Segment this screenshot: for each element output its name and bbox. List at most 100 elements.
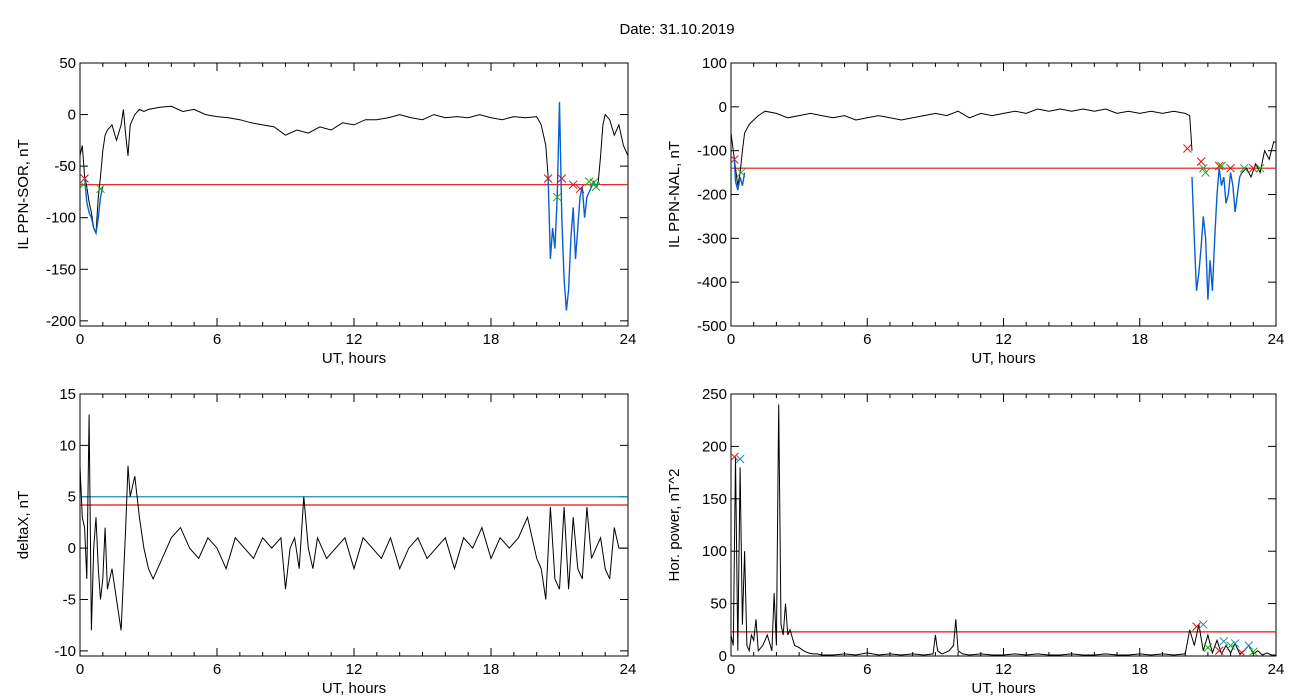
panel-power: 0 6 12 18 24 250 200 150 100 50 0 UT, hours Hor. pow… <box>666 386 1284 697</box>
x-axis-label: UT, hours <box>322 680 386 697</box>
series-line-black <box>80 105 549 234</box>
plot-frame <box>730 62 1277 327</box>
y-tick-label: -500 <box>697 318 727 335</box>
y-tick-label: 100 <box>702 543 727 560</box>
event-marker <box>80 180 88 190</box>
event-marker <box>1230 639 1240 648</box>
event-marker <box>1203 643 1213 652</box>
x-tick-label: 24 <box>620 661 637 678</box>
event-marker <box>1198 620 1208 629</box>
series-line-blue <box>1191 168 1243 300</box>
event-marker <box>552 192 562 202</box>
plot-area <box>731 404 1276 656</box>
series-line-black <box>80 414 628 631</box>
x-tick-label: 0 <box>76 661 84 678</box>
event-marker <box>731 452 739 462</box>
x-tick-label: 6 <box>213 661 221 678</box>
event-marker <box>1217 161 1226 171</box>
x-tick-label: 18 <box>483 661 500 678</box>
plot-frame <box>79 393 629 657</box>
series-line-blue <box>733 159 746 191</box>
event-marker <box>1192 622 1201 632</box>
x-tick-label: 12 <box>346 661 363 678</box>
event-marker <box>731 155 739 164</box>
series-line-black <box>597 113 628 182</box>
y-tick-label: 50 <box>710 596 727 613</box>
x-axis-label: UT, hours <box>971 350 1035 367</box>
y-tick-label: -150 <box>46 261 76 278</box>
y-tick-label: 50 <box>59 55 76 72</box>
series-line-black <box>731 404 1276 656</box>
y-tick-label: -200 <box>46 313 76 330</box>
y-axis-label: Hor. power, nT^2 <box>666 469 683 582</box>
plot-frame <box>730 393 1277 657</box>
event-marker <box>575 184 585 194</box>
y-tick-label: -50 <box>54 158 76 175</box>
y-tick-label: -300 <box>697 230 727 247</box>
event-marker <box>1226 163 1235 173</box>
event-marker <box>543 174 553 183</box>
y-tick-label: 0 <box>68 107 76 124</box>
event-marker <box>568 180 578 190</box>
event-marker <box>1183 144 1192 153</box>
event-marker <box>557 174 567 183</box>
y-tick-label: -100 <box>46 210 76 227</box>
y-tick-label: 0 <box>68 540 76 557</box>
x-tick-label: 0 <box>727 331 735 348</box>
event-marker <box>736 168 746 177</box>
event-marker <box>1244 641 1254 650</box>
y-tick-label: 0 <box>719 648 727 665</box>
x-tick-label: 6 <box>863 331 871 348</box>
x-tick-label: 18 <box>483 331 500 348</box>
plot-frame <box>79 62 629 327</box>
event-marker <box>1196 157 1206 166</box>
y-tick-label: 100 <box>702 55 727 72</box>
event-marker <box>1214 646 1224 656</box>
series-line-blue <box>547 102 599 311</box>
event-marker <box>1226 641 1235 650</box>
event-marker <box>735 454 745 464</box>
y-tick-label: -200 <box>697 187 727 204</box>
x-tick-label: 24 <box>620 331 637 348</box>
x-tick-label: 18 <box>1131 331 1148 348</box>
y-tick-label: 10 <box>59 437 76 454</box>
event-marker <box>589 178 599 187</box>
event-marker <box>1239 163 1249 173</box>
x-tick-label: 18 <box>1131 661 1148 678</box>
y-tick-label: -100 <box>697 143 727 160</box>
series-line-blue <box>83 176 104 236</box>
y-axis-label: IL PPN-NAL, nT <box>666 141 683 248</box>
plot-area <box>80 414 628 631</box>
panel-nal: 0 6 12 18 24 100 0 -100 -200 -300 -400 -500 UT, hour… <box>666 55 1284 367</box>
y-tick-label: 250 <box>702 386 727 403</box>
x-tick-label: 24 <box>1268 661 1285 678</box>
y-tick-label: 5 <box>68 489 76 506</box>
x-tick-label: 12 <box>995 661 1012 678</box>
plot-area <box>80 102 628 311</box>
x-tick-label: 24 <box>1268 331 1285 348</box>
x-tick-label: 6 <box>863 661 871 678</box>
x-tick-label: 0 <box>76 331 84 348</box>
x-axis-label: UT, hours <box>971 680 1035 697</box>
event-marker <box>96 184 105 194</box>
x-tick-label: 12 <box>346 331 363 348</box>
y-tick-label: 15 <box>59 386 76 403</box>
x-axis-label: UT, hours <box>322 350 386 367</box>
event-marker <box>591 182 601 192</box>
series-line-black <box>1241 141 1276 179</box>
x-tick-label: 12 <box>995 331 1012 348</box>
panel-deltax: 0 6 12 18 24 15 10 5 0 -5 -10 UT, hours deltaX, nT <box>15 386 636 697</box>
panel-sor: 0 6 12 18 24 50 0 -50 -100 -150 -200 UT, hours IL PP… <box>15 55 636 367</box>
x-tick-label: 6 <box>213 331 221 348</box>
event-marker <box>1248 647 1258 656</box>
y-tick-label: 150 <box>702 491 727 508</box>
y-tick-label: -10 <box>54 643 76 660</box>
event-marker <box>1198 163 1208 173</box>
event-marker <box>1201 168 1210 177</box>
y-axis-label: IL PPN-SOR, nT <box>15 139 32 249</box>
plot-area <box>731 108 1276 300</box>
date-title: Date: 31.10.2019 <box>619 21 734 38</box>
y-tick-label: -400 <box>697 274 727 291</box>
x-tick-label: 0 <box>727 661 735 678</box>
